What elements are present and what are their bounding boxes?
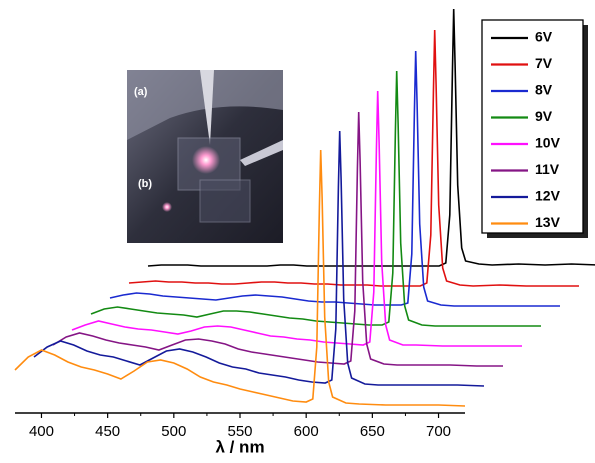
spectrum-line bbox=[90, 70, 541, 327]
x-tick-label: 450 bbox=[95, 423, 120, 440]
x-tick-label: 400 bbox=[29, 423, 54, 440]
spectrum-line bbox=[109, 50, 560, 307]
legend-label: 7V bbox=[535, 55, 553, 71]
legend-label: 10V bbox=[535, 135, 561, 151]
legend-label: 9V bbox=[535, 108, 553, 124]
photo-emission bbox=[192, 146, 220, 174]
x-tick-label: 700 bbox=[426, 423, 451, 440]
legend-label: 8V bbox=[535, 82, 553, 98]
spectrum-line bbox=[128, 29, 579, 287]
legend-label: 12V bbox=[535, 188, 561, 204]
spectrum-line bbox=[52, 111, 503, 367]
legend-label: 13V bbox=[535, 214, 561, 230]
spectrum-line bbox=[33, 130, 485, 387]
x-tick-label: 650 bbox=[360, 423, 385, 440]
photo-device bbox=[199, 179, 251, 223]
x-tick-label: 550 bbox=[227, 423, 252, 440]
inset-photo: (a) (b) bbox=[127, 70, 283, 243]
spectrum-line bbox=[71, 90, 522, 347]
inset-label: (b) bbox=[138, 178, 152, 190]
spectrum-line bbox=[147, 8, 595, 267]
x-tick-label: 600 bbox=[294, 423, 319, 440]
inset-label: (a) bbox=[134, 86, 148, 98]
legend-label: 6V bbox=[535, 29, 553, 45]
photo-emission bbox=[162, 202, 172, 212]
photo-probe bbox=[240, 140, 283, 166]
photo-probe bbox=[200, 70, 214, 145]
spectrum-line bbox=[14, 149, 466, 407]
legend-label: 11V bbox=[535, 161, 560, 177]
x-axis-label: λ / nm bbox=[215, 437, 264, 456]
legend-box bbox=[481, 19, 584, 234]
x-tick-label: 500 bbox=[161, 423, 186, 440]
legend: 6V 7V 8V 9V 10V 11V 12V 13V bbox=[481, 19, 588, 238]
